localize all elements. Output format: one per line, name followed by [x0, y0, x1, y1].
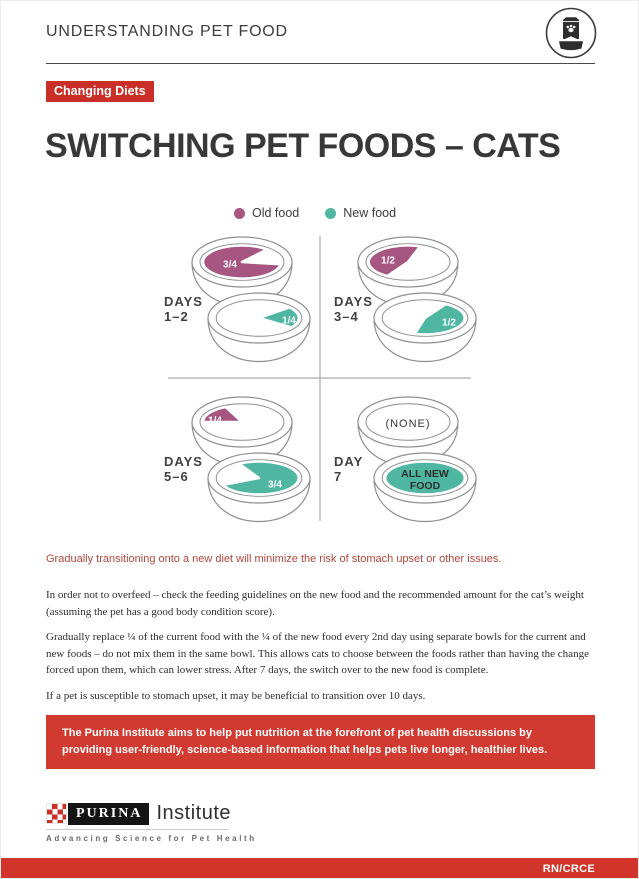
topic-badge: Changing Diets — [46, 81, 154, 102]
institute-wordmark: Institute — [156, 802, 231, 824]
transition-diagram: DAYS1–23/41/4DAYS3–41/21/2DAYS5–61/43/4D… — [164, 236, 477, 522]
pet-food-icon — [544, 4, 598, 62]
svg-text:DAYS: DAYS — [164, 294, 203, 309]
body-paragraph: Gradually replace ¼ of the current food … — [46, 631, 589, 676]
highlight-text: Gradually transitioning onto a new diet … — [46, 553, 502, 565]
logo-tagline: Advancing Science for Pet Health — [46, 834, 257, 843]
body-text: In order not to overfeed – check the fee… — [46, 587, 597, 713]
svg-text:5–6: 5–6 — [164, 469, 189, 484]
food-legend: Old food New food — [234, 206, 396, 220]
new-food-dot-icon — [325, 207, 337, 219]
old-food-dot-icon — [234, 207, 245, 219]
page-title: SWITCHING PET FOODS – CATS — [45, 127, 561, 165]
svg-text:ALL NEW: ALL NEW — [401, 468, 449, 480]
logo-row: PURINA Institute — [46, 802, 231, 825]
header-divider — [46, 63, 595, 64]
svg-text:DAY: DAY — [334, 454, 363, 469]
purina-wordmark: PURINA — [68, 802, 150, 825]
body-paragraph: If a pet is susceptible to stomach upset… — [46, 689, 426, 702]
legend-new-food-label: New food — [343, 206, 397, 220]
svg-text:7: 7 — [334, 469, 342, 484]
svg-text:3/4: 3/4 — [223, 260, 237, 271]
footer-bar: RN/CRCE — [1, 858, 638, 878]
svg-text:1/2: 1/2 — [381, 256, 395, 267]
document-code: RN/CRCE — [542, 863, 595, 875]
svg-text:(NONE): (NONE) — [385, 418, 430, 430]
body-paragraph: In order not to overfeed – check the fee… — [46, 589, 584, 618]
legend-new-food: New food — [325, 206, 396, 220]
logo-divider — [46, 829, 228, 830]
svg-text:1/4: 1/4 — [282, 316, 296, 327]
purina-checkerboard-icon — [46, 803, 67, 824]
purina-institute-logo: PURINA Institute Advancing Science for P… — [46, 802, 257, 843]
svg-text:3–4: 3–4 — [334, 309, 359, 324]
svg-text:1/2: 1/2 — [442, 318, 456, 329]
svg-text:3/4: 3/4 — [268, 480, 282, 491]
svg-text:1/4: 1/4 — [208, 416, 222, 427]
legend-old-food: Old food — [234, 206, 299, 220]
legend-old-food-label: Old food — [252, 206, 300, 220]
svg-text:1–2: 1–2 — [164, 309, 189, 324]
purina-institute-banner: The Purina Institute aims to help put nu… — [46, 715, 595, 770]
svg-text:DAYS: DAYS — [334, 294, 373, 309]
svg-text:DAYS: DAYS — [164, 454, 203, 469]
svg-text:FOOD: FOOD — [410, 480, 441, 492]
document-header-title: UNDERSTANDING PET FOOD — [46, 23, 288, 40]
